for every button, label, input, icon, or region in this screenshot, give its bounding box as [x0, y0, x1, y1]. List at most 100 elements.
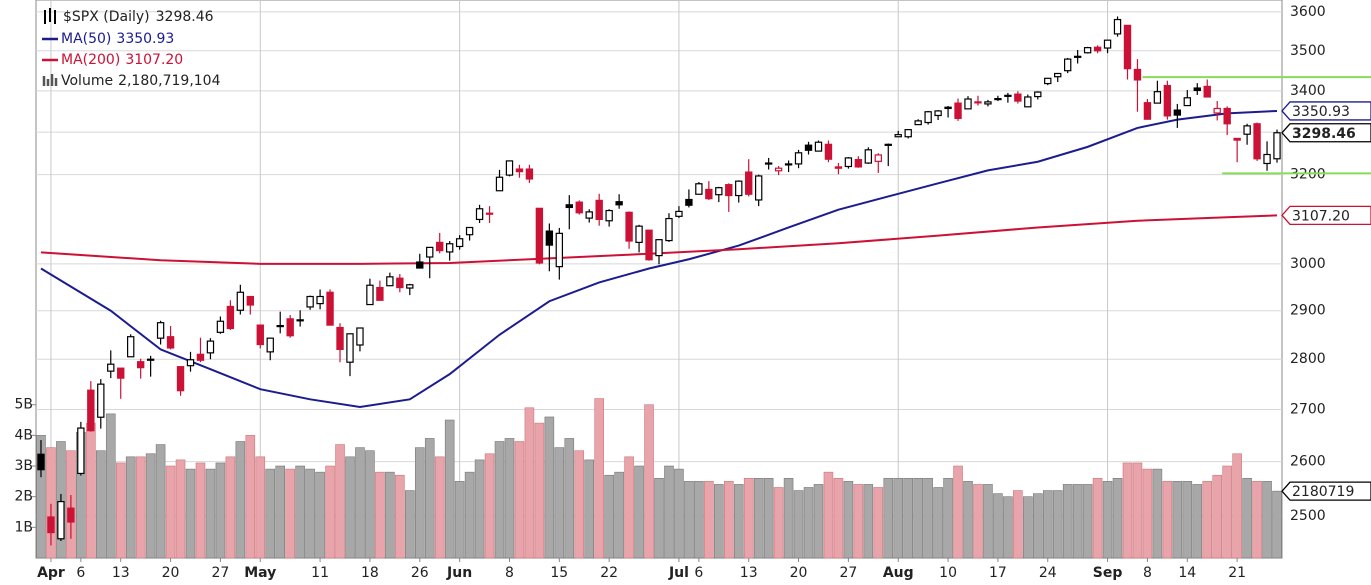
- volume-bar: [504, 438, 515, 559]
- badge-shape: [1281, 205, 1371, 225]
- volume-bar: [105, 413, 116, 559]
- legend-name: Volume: [61, 73, 113, 89]
- volume-bar: [265, 468, 276, 559]
- volume-bar: [195, 462, 206, 559]
- candle-body: [575, 201, 583, 214]
- volume-bar: [235, 441, 246, 559]
- candle-body: [824, 143, 833, 160]
- volume-bar: [943, 477, 953, 559]
- x-tick-label: 8: [1143, 565, 1152, 581]
- volume-bar: [1092, 477, 1103, 559]
- candle-body: [107, 363, 115, 372]
- legend-value: 3350.93: [116, 31, 174, 47]
- candle-body: [67, 507, 75, 523]
- y-tick-label: 3600: [1290, 4, 1326, 20]
- volume-bar: [574, 450, 585, 559]
- x-tick-label: 22: [600, 565, 618, 581]
- x-tick-label: Aug: [883, 565, 914, 581]
- badge-shape: [1281, 101, 1371, 121]
- candle-body: [735, 180, 743, 197]
- volume-bar: [863, 484, 874, 559]
- volume-bar: [524, 407, 535, 559]
- candle-body: [1243, 125, 1251, 135]
- volume-bar: [365, 450, 375, 559]
- volume-bar: [694, 481, 704, 559]
- candle-body: [645, 229, 653, 261]
- volume-bar: [1182, 481, 1193, 559]
- x-tick-label: 14: [1178, 565, 1196, 581]
- candle-body: [665, 217, 673, 242]
- volume-bar: [1052, 490, 1063, 559]
- candle-body: [216, 320, 225, 333]
- candle-body: [725, 184, 733, 197]
- legend-name: MA(50): [61, 31, 111, 47]
- volume-bar: [893, 477, 904, 559]
- candle-body: [595, 199, 603, 221]
- candle-body: [655, 239, 663, 257]
- volume-bar: [634, 465, 644, 559]
- volume-bar: [1212, 474, 1222, 559]
- series-name: $SPX (Daily): [63, 9, 150, 25]
- y-tick-label: 2500: [1290, 508, 1326, 524]
- candle-body: [127, 336, 135, 358]
- candle-body: [1093, 46, 1102, 52]
- candle-body: [1014, 93, 1022, 102]
- volume-bar: [444, 419, 455, 559]
- candle-body: [874, 154, 882, 162]
- candle-body: [266, 337, 274, 353]
- legend-candle-icon: [44, 8, 56, 24]
- volume-bar: [335, 444, 345, 559]
- x-tick-label: 17: [989, 565, 1007, 581]
- candle-body: [864, 149, 873, 164]
- candle-body: [1083, 47, 1092, 54]
- ma-line: [40, 214, 1278, 265]
- candle-body: [495, 176, 504, 192]
- volume-bar: [1102, 481, 1113, 559]
- volume-bar: [833, 477, 844, 559]
- volume-bar: [424, 438, 435, 559]
- x-tick-label: 6: [694, 565, 703, 581]
- volume-bar: [723, 481, 734, 559]
- candle-body: [87, 389, 95, 432]
- candle-body: [1153, 91, 1162, 104]
- candle-body: [97, 383, 105, 418]
- legend-title: $SPX (Daily) 3298.46: [63, 9, 214, 25]
- candle-body: [974, 101, 982, 104]
- volume-bar: [704, 481, 714, 559]
- candle-body: [1233, 137, 1241, 141]
- volume-bar: [1202, 481, 1213, 559]
- candle-body: [426, 246, 434, 258]
- volume-bar: [115, 462, 126, 559]
- candle-body: [505, 160, 514, 176]
- volume-bar: [185, 468, 196, 559]
- x-tick-label: Jun: [446, 565, 472, 581]
- x-tick-label: 11: [311, 565, 329, 581]
- legend-name: MA(200): [61, 52, 120, 68]
- candle-body: [1213, 107, 1221, 114]
- candle-body: [156, 322, 165, 339]
- badge-label: 3350.93: [1292, 104, 1350, 120]
- legend-value: 2,180,719,104: [118, 73, 221, 89]
- volume-bar: [1262, 481, 1272, 559]
- volume-bar: [654, 477, 664, 559]
- volume-bar: [773, 487, 784, 559]
- candle-body: [705, 188, 713, 200]
- candle-body: [954, 102, 962, 119]
- candle-body: [356, 327, 364, 346]
- volume-bar: [604, 474, 614, 559]
- legend-value: 3107.20: [125, 52, 183, 68]
- legend-entry: MA(200) 3107.20: [61, 52, 183, 68]
- candle-body: [37, 453, 45, 471]
- volume-bar: [325, 465, 335, 559]
- volume-bar: [1112, 477, 1123, 559]
- volume-bar: [644, 404, 654, 559]
- volume-bar: [395, 474, 405, 559]
- candle-body: [236, 291, 245, 311]
- candle-body: [1063, 58, 1072, 72]
- volume-bar: [385, 471, 395, 559]
- candle-body: [47, 516, 55, 534]
- candle-body: [77, 427, 85, 475]
- volume-bar: [1162, 481, 1173, 559]
- volume-bar: [464, 471, 475, 559]
